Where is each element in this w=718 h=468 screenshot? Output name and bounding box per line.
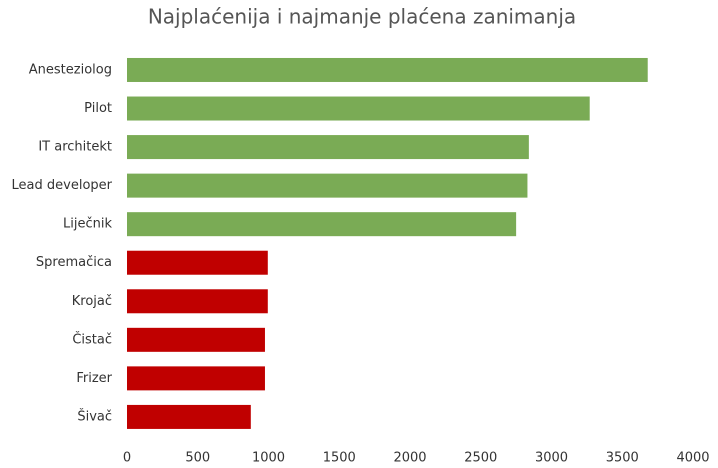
y-tick-label: Pilot: [84, 101, 112, 116]
chart-title: Najplaćenija i najmanje plaćena zanimanj…: [148, 5, 576, 29]
bar: [127, 135, 529, 160]
x-tick-label: 500: [185, 451, 210, 466]
y-tick-label: Lead developer: [12, 178, 113, 193]
y-tick-label: IT architekt: [38, 140, 112, 155]
bar: [127, 212, 517, 237]
y-tick-label: Frizer: [76, 371, 112, 386]
x-tick-label: 1500: [323, 451, 356, 466]
x-tick-label: 3000: [535, 451, 568, 466]
bar: [127, 173, 528, 198]
bar: [127, 404, 251, 429]
bar: [127, 57, 648, 82]
y-tick-label: Čistač: [72, 331, 112, 347]
x-tick-label: 2000: [393, 451, 426, 466]
bar: [127, 327, 265, 352]
y-tick-label: Anesteziolog: [29, 62, 112, 77]
y-tick-label: Spremačica: [36, 255, 112, 270]
bar: [127, 250, 268, 275]
y-tick-label: Krojač: [72, 294, 112, 309]
y-tick-label: Liječnik: [63, 217, 112, 232]
bar: [127, 366, 265, 391]
y-tick-label: Šivač: [77, 408, 112, 424]
x-tick-label: 0: [123, 451, 131, 466]
x-tick-label: 3500: [606, 451, 639, 466]
x-tick-label: 1000: [252, 451, 285, 466]
bar: [127, 96, 590, 121]
x-tick-label: 2500: [464, 451, 497, 466]
bar: [127, 289, 268, 314]
x-tick-label: 4000: [676, 451, 709, 466]
